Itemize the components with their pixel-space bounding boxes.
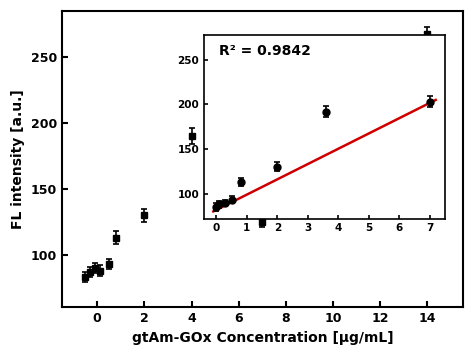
X-axis label: gtAm-GOx Concentration [µg/mL]: gtAm-GOx Concentration [µg/mL]	[131, 331, 393, 345]
Y-axis label: FL intensity [a.u.]: FL intensity [a.u.]	[11, 89, 25, 229]
